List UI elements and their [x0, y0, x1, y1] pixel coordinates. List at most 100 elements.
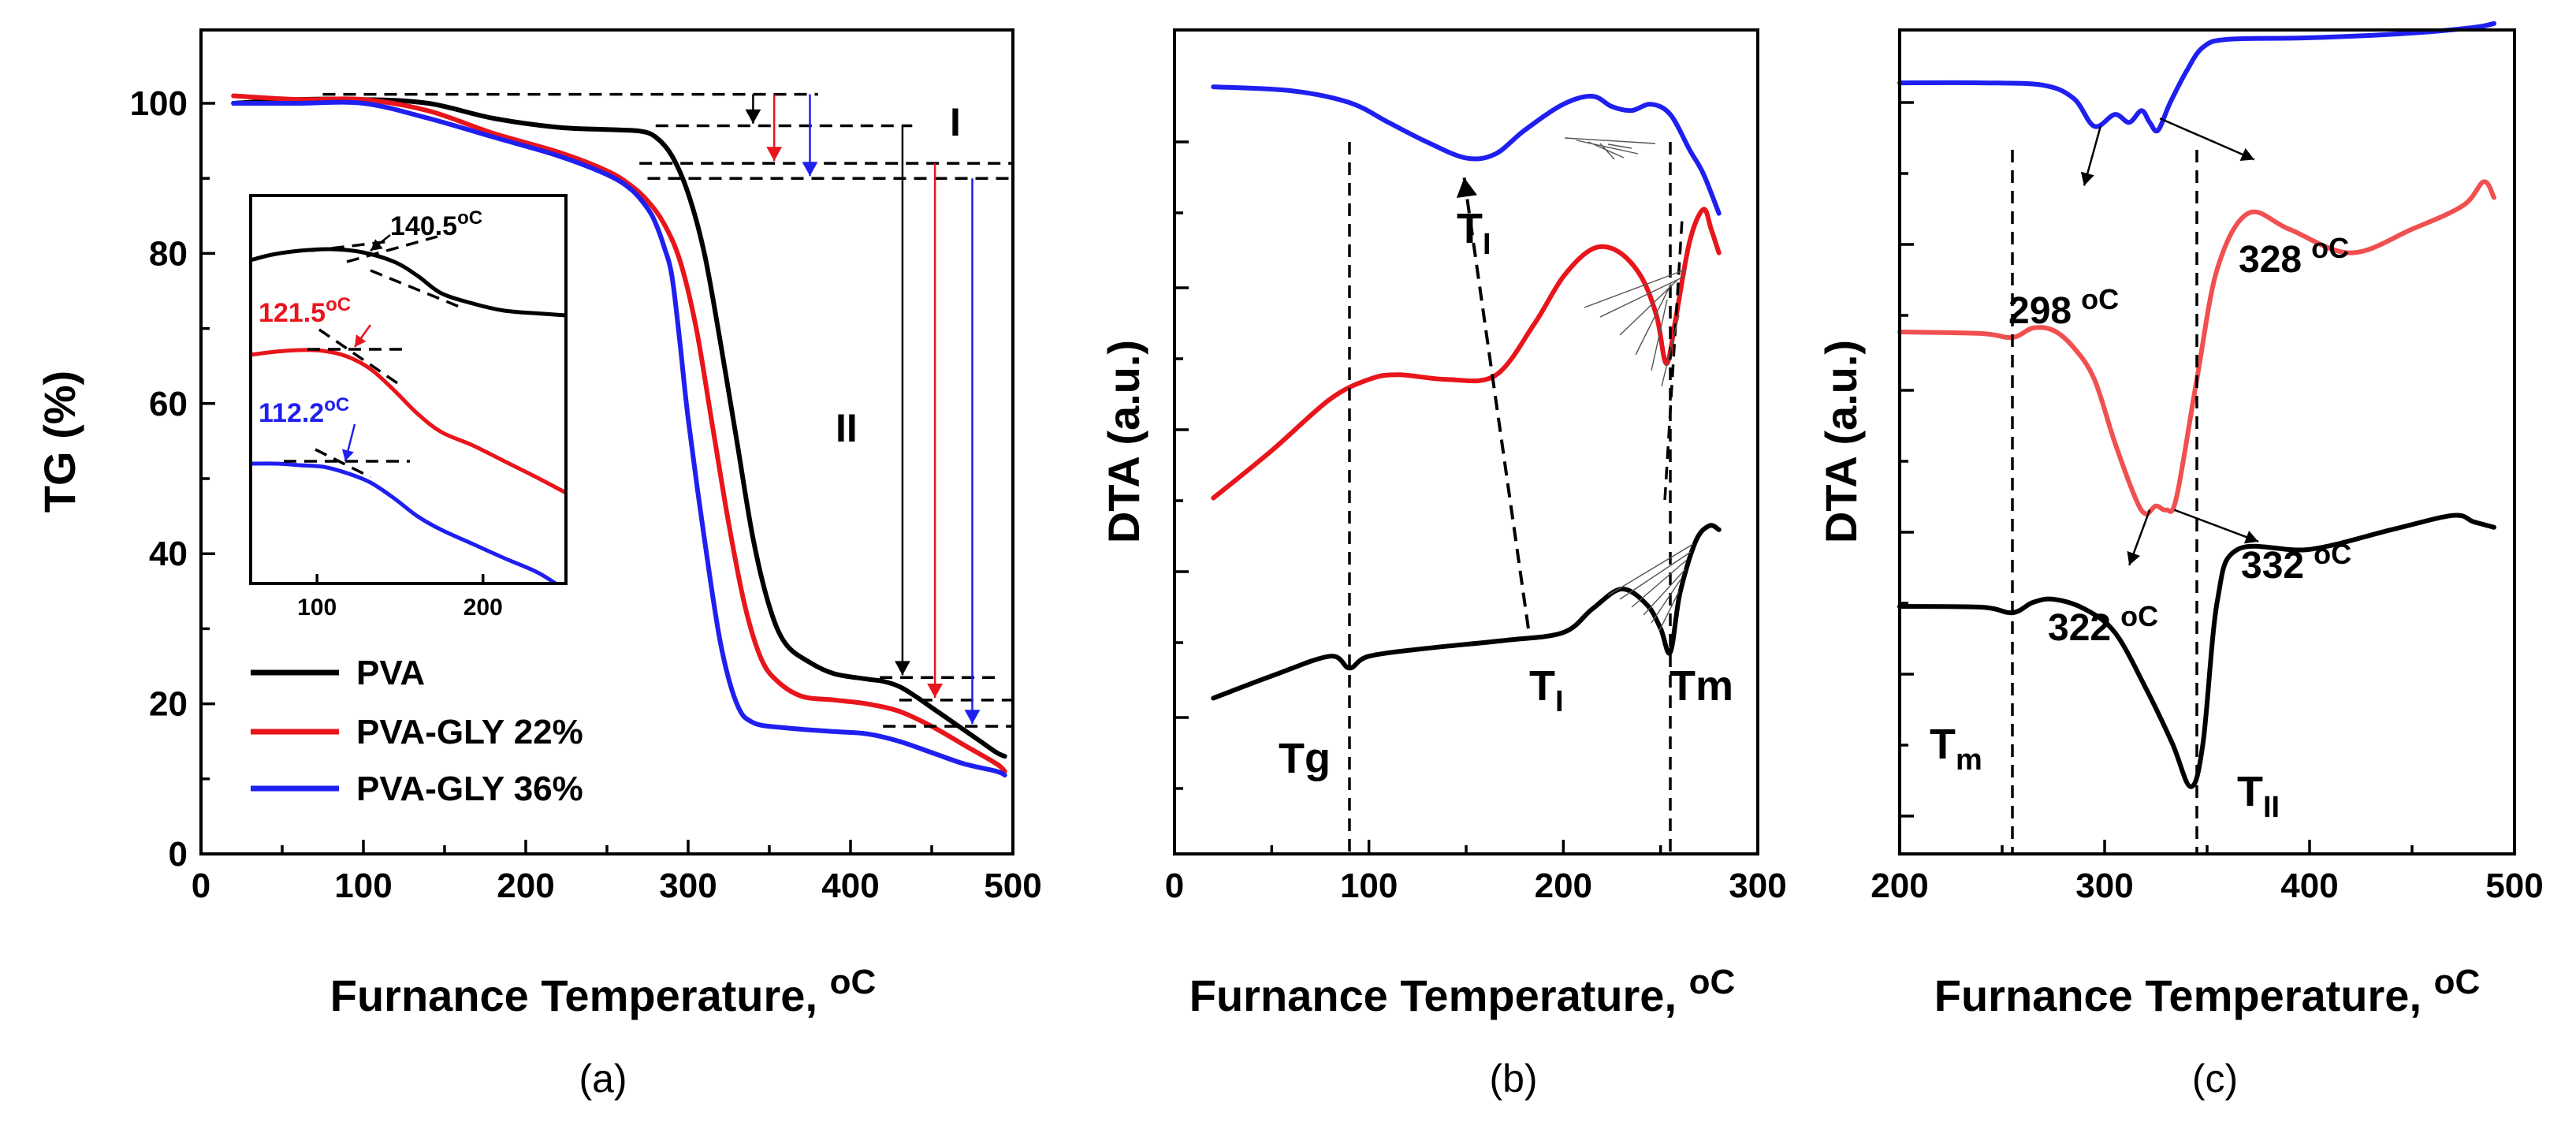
panel-a-caption: (a) — [579, 1057, 627, 1101]
label-base: T — [1529, 662, 1555, 710]
arrow-stage2-gly36-head — [964, 710, 981, 725]
panel-a-x-tick-label: 200 — [497, 867, 554, 905]
panel-b-hatch-black-line — [1643, 568, 1686, 616]
panel-b-hatch-red-line — [1651, 299, 1668, 371]
panel-a-ticks: 0 100 200 300 400 500 0 20 40 60 80 100 — [130, 84, 1042, 905]
stage-label-1: I — [950, 100, 961, 144]
panel-b-annotation-tm: Tm — [1670, 662, 1733, 710]
label-subscript: I — [1483, 228, 1491, 261]
panel-a-x-tick-label: 500 — [984, 867, 1041, 905]
panel-c-annotation-tm-text: Tm — [1930, 721, 1982, 777]
panel-c-x-tick-label: 200 — [1871, 867, 1928, 905]
legend-label-gly22: PVA-GLY 22% — [356, 713, 583, 751]
panel-b-hatch-black-line — [1658, 591, 1680, 632]
panel-b-hatch-red-line — [1584, 269, 1686, 308]
panel-c-arrow-298-head — [2080, 171, 2094, 186]
stage-label-2: II — [836, 406, 858, 450]
panel-b-dta-chart: 0 100 200 300 TI TI Tg Tm DTA (a.u.) Furnan… — [1099, 28, 1787, 1101]
panel-a-x-axis-label: Furnance Temperature, oC — [330, 963, 876, 1020]
inset-series-pva — [250, 247, 567, 318]
panel-a-x-tick-label: 400 — [821, 867, 879, 905]
panel-c-arrow-332 — [2173, 509, 2259, 542]
panel-c-x-tick-label: 500 — [2485, 867, 2543, 905]
inset-background — [251, 196, 566, 583]
panel-c-annotation-tii-text: TII — [2237, 768, 2280, 824]
panel-b-x-axis-label: Furnance Temperature, oC — [1189, 963, 1735, 1020]
inset-annotation-pva-value: 140.5 — [390, 211, 457, 241]
panel-c-annotation-322: 322 oC — [2048, 600, 2158, 649]
panel-b-hatch-black-line — [1631, 559, 1688, 608]
panel-b-arrow-ti-head — [1456, 177, 1477, 199]
inset-x-tick-label: 200 — [463, 595, 503, 621]
panel-b-hatch-red — [1584, 269, 1686, 387]
panel-c-annotation-298-value: 298 — [2008, 290, 2072, 332]
panel-c-dta-chart: 200 300 400 500 298 oC 328 oC 322 oC 332 oC Tm … — [1816, 21, 2544, 1101]
panel-b-series-pva-gly-22 — [1211, 207, 1722, 501]
label-subscript: I — [1555, 685, 1564, 718]
inset-chart: 100 200 140.5oC 121.5oC 112.2oC — [249, 194, 568, 621]
panel-b-hatch-black — [1607, 543, 1694, 632]
label-base: T — [2237, 768, 2263, 815]
panel-a-series — [231, 93, 1007, 777]
panel-a-y-tick-label: 20 — [149, 685, 188, 724]
inset-x-tick-label: 100 — [297, 595, 337, 621]
inset-arrow-pva-head — [370, 239, 383, 251]
inset-arrow-gly22-head — [355, 334, 367, 347]
inset-series-gly36 — [250, 461, 557, 586]
inset-annotation-gly22-unit: oC — [326, 294, 351, 315]
panel-c-series-pva-gly-22 — [1897, 179, 2496, 516]
panel-a-series-pva-gly-22 — [231, 93, 1007, 774]
inset-arrow-gly36-head — [342, 449, 354, 461]
panel-c-annotation-tii: TII — [2237, 768, 2280, 824]
inset-annotation-pva: 140.5oC — [390, 207, 482, 241]
panel-c-series-pva — [1897, 513, 2496, 789]
inset-series-gly22 — [250, 348, 568, 495]
panel-c-series — [1897, 21, 2496, 789]
panel-c-x-tick-label: 400 — [2280, 867, 2338, 905]
inset-annotation-pva-unit: oC — [457, 207, 482, 229]
panel-a-series-pva-gly-36 — [231, 99, 1007, 777]
panel-b-hatch-red-line — [1661, 315, 1680, 387]
panel-c-x-axis-label: Furnance Temperature, oC — [1934, 963, 2480, 1020]
panel-b-hatch-blue-line — [1599, 143, 1615, 160]
panel-c-x-tick-label: 300 — [2075, 867, 2133, 905]
panel-b-hatch-red-line — [1599, 275, 1686, 318]
panel-c-annotation-328-unit: oC — [2311, 232, 2349, 264]
label-base: T — [1930, 721, 1956, 768]
panel-c-annotation-322-unit: oC — [2120, 600, 2158, 632]
panel-a-y-axis-label: TG (%) — [35, 371, 84, 513]
panel-c-arrow-328 — [2159, 117, 2255, 161]
panel-c-arrow-328-head — [2239, 147, 2254, 162]
panel-c-frame — [1898, 28, 2516, 855]
panel-c-annotation-328: 328 oC — [2239, 232, 2349, 281]
panel-c-annotation-322-value: 322 — [2048, 607, 2111, 649]
inset-frame — [249, 194, 568, 585]
panel-a-series-pva — [231, 96, 1007, 759]
legend: PVA PVA-GLY 22% PVA-GLY 36% — [251, 654, 583, 808]
panel-c-annotation-328-value: 328 — [2239, 239, 2302, 281]
panel-a-x-tick-label: 300 — [659, 867, 717, 905]
inset-annotation-gly36-unit: oC — [324, 394, 349, 416]
panel-b-x-axis-label-unit: oC — [1689, 963, 1736, 1001]
arrow-stage2-pva-head — [895, 661, 910, 676]
inset-tangent-gly36-2 — [315, 448, 371, 479]
inset-annotation-gly22: 121.5oC — [259, 294, 351, 328]
panel-b-annotation-tg: Tg — [1279, 735, 1331, 782]
panel-b-series-pva — [1211, 523, 1722, 701]
label-subscript: m — [1956, 744, 1982, 777]
arrow-stage1-gly36-head — [802, 162, 818, 177]
panel-c-annotation-332-unit: oC — [2314, 538, 2351, 570]
arrow-stage1-pva-head — [745, 109, 761, 124]
panel-b-hatch-black-line — [1651, 579, 1681, 624]
panel-b-hatch-blue-line — [1576, 140, 1639, 155]
panel-a-x-axis-label-text: Furnance Temperature, — [330, 971, 830, 1020]
panel-c-x-axis-label-unit: oC — [2434, 963, 2481, 1001]
panel-b-hatch-black-line — [1607, 543, 1694, 596]
inset-ticks: 100 200 — [297, 574, 503, 621]
panel-b-hatch-blue-line — [1564, 137, 1656, 144]
label-base: T — [1457, 205, 1483, 252]
arrow-stage1-gly22-head — [766, 147, 783, 162]
panel-a-x-tick-label: 0 — [192, 867, 210, 905]
panel-b-hatch-red-line — [1635, 283, 1672, 356]
panel-a-y-tick-label: 0 — [169, 835, 188, 874]
